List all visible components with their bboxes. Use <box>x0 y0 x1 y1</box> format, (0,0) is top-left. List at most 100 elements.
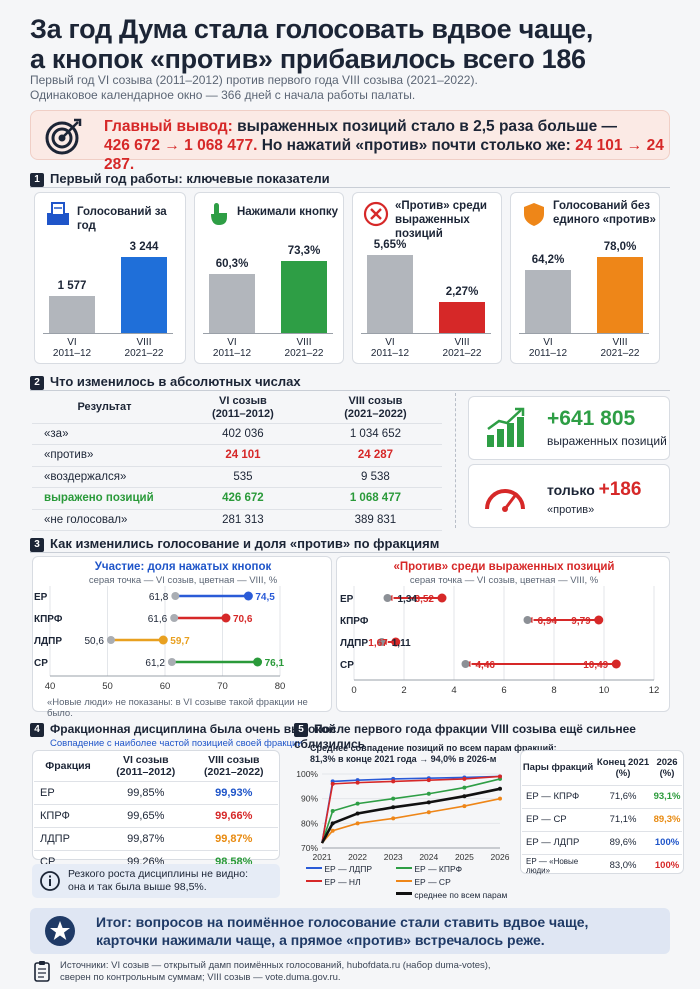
series-line <box>321 775 501 844</box>
y-tick-label: 70% <box>301 843 318 853</box>
faction-label: ЛДПР <box>34 636 62 647</box>
x-tick-label: 0 <box>351 685 356 696</box>
value-vi: 61,8 <box>149 592 169 603</box>
x-tick-label: 8 <box>551 685 556 696</box>
kpi-card-caption: Голосований за год <box>77 206 167 232</box>
table-row: «не голосовал» 281 313 389 831 <box>32 509 442 531</box>
participation-panel: Участие: доля нажатых кнопок серая точка… <box>32 556 332 719</box>
target-icon <box>45 118 82 155</box>
legend-item-er-sr: ЕР — СР <box>396 877 451 887</box>
section-3-heading: 3 Как изменились голосование и доля «прот… <box>30 536 439 552</box>
series-point <box>426 778 431 783</box>
series-line <box>321 775 501 844</box>
value-viii: 1,11 <box>392 638 411 649</box>
ballot-icon <box>47 202 69 225</box>
bar-viii <box>281 261 327 333</box>
clipboard-icon <box>34 961 50 982</box>
kpi-card-caption: «Против» среди выраженных позиций <box>395 200 487 240</box>
value-viii: 70,6 <box>233 614 253 625</box>
legend-item-er-nl: ЕР — НЛ <box>306 877 361 887</box>
baseline <box>519 333 649 334</box>
series-point <box>426 810 431 815</box>
growth-against-panel: только +186 «против» <box>468 464 670 528</box>
section-2-heading: 2 Что изменилось в абсолютных числах <box>30 374 301 390</box>
cross-circle-icon <box>363 201 389 227</box>
bar-vi-value: 60,3% <box>215 258 249 270</box>
dot-vi <box>594 615 604 625</box>
series-point <box>330 828 335 833</box>
hand-press-icon <box>211 203 227 225</box>
kpi-card: Нажимали кнопку 60,3% 73,3% VI 2011–12 VIII 20… <box>194 192 344 364</box>
bar-vi <box>209 274 255 333</box>
x-tick-label: 40 <box>45 681 56 692</box>
against-share-dumbbell-chart: 0 2 4 6 8 10 12 ЕР 3,521,34 КПРФ 9,79 6,94 ЛДПР 1,67 1… <box>340 586 659 696</box>
series-point <box>391 805 396 810</box>
faction-label: КПРФ <box>34 614 63 625</box>
value-viii: 74,5 <box>255 592 275 603</box>
bar-viii-label: VIII <box>612 337 628 348</box>
x-tick-label: 60 <box>160 681 171 692</box>
value-vi: 1,67 <box>368 638 388 649</box>
series-point <box>355 821 360 826</box>
x-tick-label: 2025 <box>455 852 474 862</box>
table-row: ЕР — СР 71,1% 89,3% <box>522 808 682 832</box>
bar-vi-years: 2011–12 <box>370 348 410 359</box>
faction-label: ЛДПР <box>340 638 368 649</box>
dot-vi <box>611 659 621 669</box>
section-1-heading: 1 Первый год работы: ключевые показатели <box>30 171 330 187</box>
bar-vi-label: VI <box>67 337 77 348</box>
section-5-heading: 5 После первого года фракции VIII созыва … <box>294 722 636 751</box>
summary-box: Итог: вопросов на поимённое голосование … <box>30 908 670 954</box>
series-point <box>462 804 467 809</box>
series-point <box>498 786 502 791</box>
y-tick-label: 100% <box>296 769 318 779</box>
baseline <box>203 333 333 334</box>
bar-vi <box>367 255 413 333</box>
dot-vi <box>171 592 180 600</box>
legend-item-er-ldpr: ЕР — ЛДПР <box>306 864 372 874</box>
x-tick-label: 50 <box>102 681 113 692</box>
series-point <box>330 821 335 826</box>
series-point <box>462 794 467 799</box>
bar-viii <box>121 257 167 333</box>
against-share-note: серая точка — VI созыв, цветная — VIII, … <box>409 575 599 586</box>
dot-vi <box>391 637 401 647</box>
dot-viii <box>221 613 231 623</box>
bar-vi <box>525 270 571 333</box>
participation-dumbbell-chart: 40 50 60 70 80 ЕР 61,8 74,5 КПРФ 61,6 70,6 ЛДПР 50,6… <box>34 586 286 692</box>
series-point <box>330 809 335 813</box>
summary-text: Итог: вопросов на поимённое голосование … <box>96 914 589 948</box>
y-tick-label: 90% <box>301 794 318 804</box>
pairs-table: Пары фракций Конец 2021 (%) 2026 (%) ЕР — … <box>522 751 682 877</box>
x-tick-label: 2026 <box>491 852 510 862</box>
bar-vi-years: 2011–12 <box>528 348 568 359</box>
kpi-card: Голосований за год 1 577 3 244 VI 2011–12 VII… <box>34 192 186 364</box>
x-tick-label: 2 <box>401 685 406 696</box>
subtitle: Первый год VI созыва (2011–2012) против … <box>30 73 478 102</box>
x-tick-label: 4 <box>451 685 456 696</box>
table-row: «воздержался» 535 9 538 <box>32 466 442 488</box>
faction-label: КПРФ <box>340 616 369 627</box>
series-point <box>498 774 502 779</box>
x-tick-label: 80 <box>275 681 286 692</box>
kpi-card: «Против» среди выраженных позиций 5,65% 2,… <box>352 192 502 364</box>
bar-viii <box>439 302 485 333</box>
bar-viii-label: VIII <box>136 337 152 348</box>
series-point <box>391 779 396 784</box>
dot-viii <box>253 657 263 667</box>
kpi-card: Голосований без единого «против» 64,2% 78,… <box>510 192 660 364</box>
key-finding-box: Главный вывод: выраженных позиций стало … <box>30 110 670 173</box>
discipline-info-box: Резкого роста дисциплины не видно: она и … <box>32 864 280 898</box>
bar-viii-label: VIII <box>296 337 312 348</box>
x-tick-label: 2021 <box>313 852 332 862</box>
table-row: ЕР — КПРФ 71,6% 93,1% <box>522 785 682 809</box>
bar-vi-label: VI <box>385 337 395 348</box>
convergence-chart-title: Среднее совпадение позиций по всем парам… <box>310 743 557 764</box>
faction-label: ЕР <box>340 594 354 605</box>
kpi-card-caption: Голосований без единого «против» <box>553 200 656 226</box>
value-vi: 50,6 <box>84 636 104 647</box>
bar-vi-value: 5,65% <box>373 239 407 251</box>
dot-vi <box>106 636 115 644</box>
bar-vi-value: 1 577 <box>57 280 87 292</box>
dot-viii <box>383 594 392 602</box>
